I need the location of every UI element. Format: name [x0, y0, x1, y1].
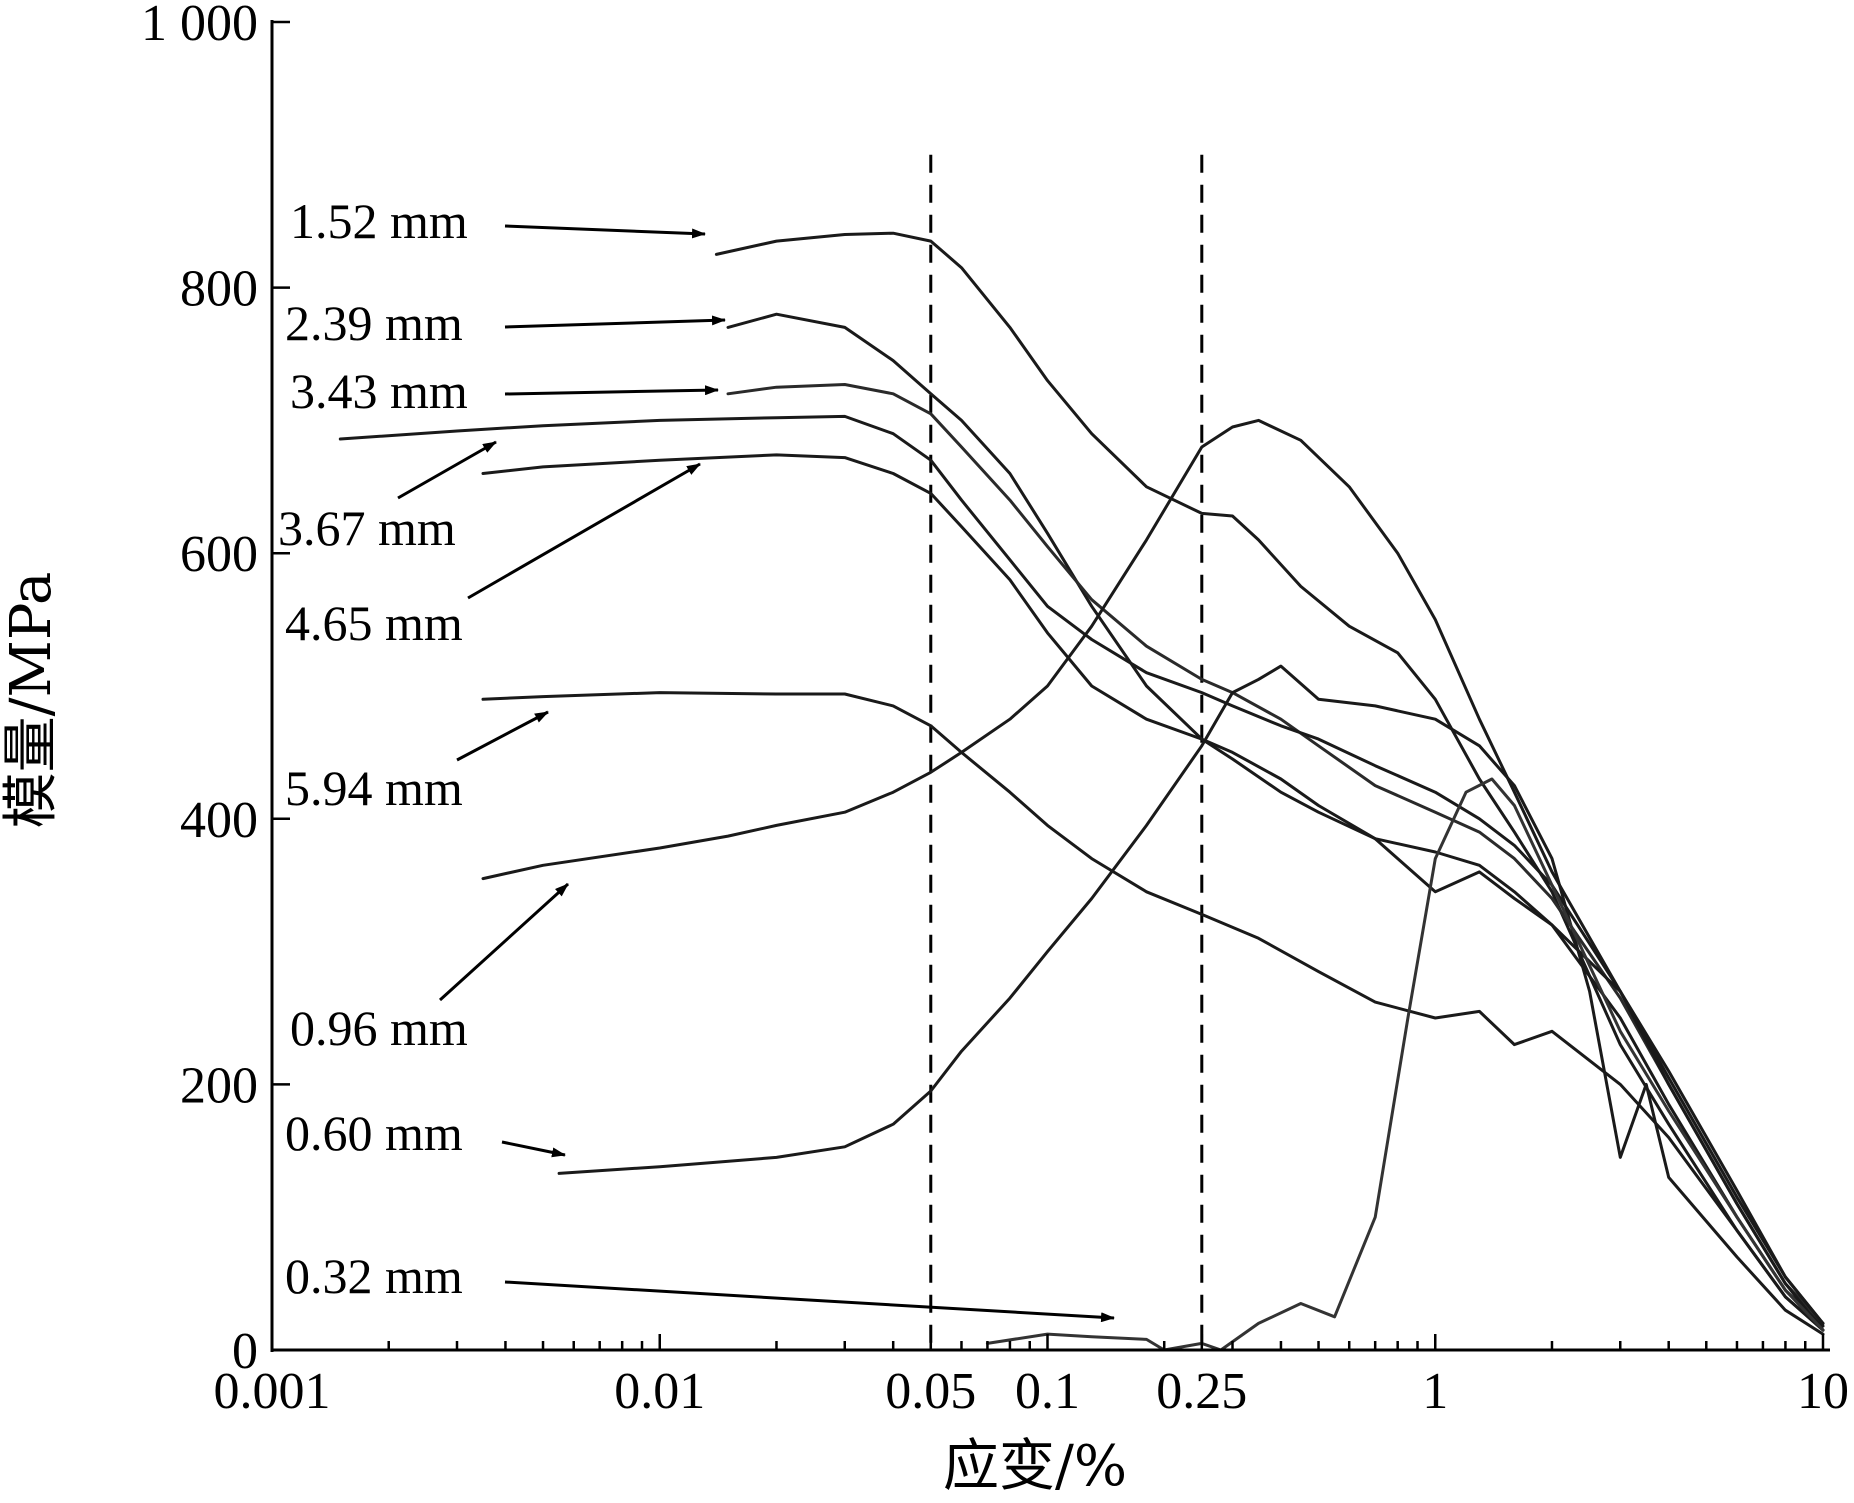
- annotation-arrow: [467, 462, 701, 600]
- annotation-arrow: [504, 315, 726, 329]
- annotation-label: 0.60 mm: [285, 1105, 463, 1161]
- y-tick-label: 400: [180, 792, 258, 849]
- y-axis-title: 模量/MPa: [0, 572, 64, 829]
- y-tick-label: 600: [180, 526, 258, 583]
- annotation-arrow: [456, 710, 549, 762]
- series-line-2-39-mm: [726, 312, 1825, 1328]
- annotation-label: 3.43 mm: [290, 363, 468, 419]
- plot-area: [338, 154, 1825, 1352]
- annotation-label: 3.67 mm: [278, 500, 456, 556]
- x-tick-label: 1: [1422, 1363, 1448, 1420]
- x-tick-label: 10: [1797, 1363, 1849, 1420]
- series-line-1-52-mm: [714, 231, 1825, 1332]
- series-line-3-67-mm: [338, 414, 1825, 1325]
- series-line-0-32-mm: [985, 777, 1825, 1352]
- series-line-5-94-mm: [481, 691, 1825, 1332]
- reference-lines: [929, 154, 1204, 1350]
- annotation-label: 0.32 mm: [285, 1248, 463, 1304]
- x-tick-label: 0.25: [1156, 1363, 1247, 1420]
- annotation-arrow: [438, 882, 570, 1002]
- annotation-label: 0.96 mm: [290, 1000, 468, 1056]
- x-tick-label: 0.1: [1015, 1363, 1080, 1420]
- annotation-label: 2.39 mm: [285, 295, 463, 351]
- annotation-arrow: [501, 1140, 566, 1158]
- series-layer: [338, 231, 1825, 1352]
- x-axis-title: 应变/%: [943, 1434, 1127, 1499]
- x-tick-label: 0.05: [885, 1363, 976, 1420]
- series-line-0-96-mm: [481, 418, 1825, 1332]
- series-line-0-60-mm: [557, 664, 1825, 1336]
- annotation-label: 1.52 mm: [290, 193, 468, 249]
- y-axis-ticks: 0 200 400 600 800 1 000: [141, 0, 290, 1380]
- x-tick-label: 0.001: [214, 1363, 331, 1420]
- annotation-arrow: [504, 224, 706, 239]
- series-line-3-43-mm: [726, 383, 1825, 1325]
- y-tick-label: 800: [180, 261, 258, 318]
- annotation-arrow: [504, 385, 719, 396]
- y-tick-label: 0: [232, 1323, 258, 1380]
- y-tick-label: 200: [180, 1057, 258, 1114]
- annotation-label: 5.94 mm: [285, 760, 463, 816]
- x-axis-ticks: 0.001 0.01 0.05 0.1 0.25 1 10: [214, 1334, 1849, 1420]
- annotation-arrow: [397, 440, 497, 500]
- y-tick-label: 1 000: [141, 0, 258, 52]
- annotation-label: 4.65 mm: [285, 595, 463, 651]
- annotation-layer: 1.52 mm 2.39 mm 3.43 mm 3.67 mm 4.65 mm 5.94 …: [278, 193, 1115, 1323]
- series-line-4-65-mm: [481, 453, 1825, 1325]
- x-tick-label: 0.01: [614, 1363, 705, 1420]
- annotation-arrow: [504, 1280, 1115, 1323]
